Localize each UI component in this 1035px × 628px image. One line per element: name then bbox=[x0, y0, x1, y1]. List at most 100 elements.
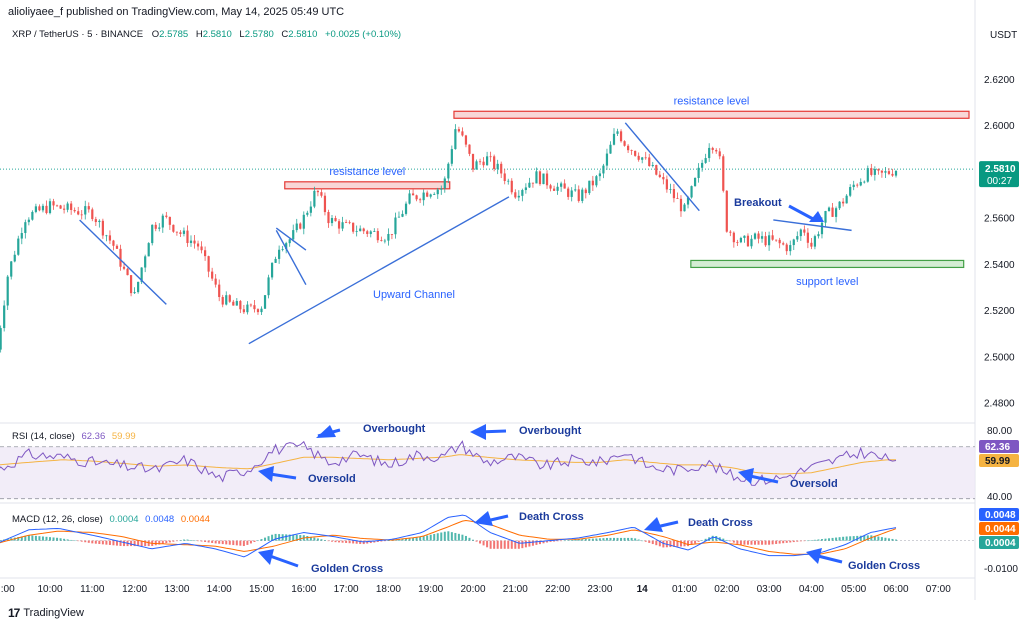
macd-hist-bar bbox=[242, 540, 245, 547]
macd-hist-bar bbox=[806, 540, 809, 542]
publisher-header: alioliyaee_f published on TradingView.co… bbox=[8, 6, 345, 18]
macd-hist-bar bbox=[320, 539, 323, 541]
macd-hist-bar bbox=[256, 540, 259, 542]
symbol-name: XRP / TetherUS · 5 · BINANCE bbox=[12, 29, 143, 40]
rsi-tick-80: 80.00 bbox=[987, 426, 1012, 437]
candle-body bbox=[517, 195, 520, 198]
candle-body bbox=[147, 243, 150, 257]
candle-body bbox=[27, 219, 30, 223]
candle-body bbox=[101, 220, 104, 236]
candle-body bbox=[204, 250, 207, 257]
candle-body bbox=[852, 184, 855, 188]
currency-label[interactable]: USDT bbox=[990, 30, 1017, 41]
time-tick: :00 bbox=[1, 584, 15, 595]
candle-body bbox=[693, 177, 697, 187]
macd-hist-bar bbox=[440, 532, 443, 541]
candle-body bbox=[524, 187, 527, 191]
golden-cross-arrow-1 bbox=[269, 554, 299, 568]
candle-body bbox=[750, 238, 753, 247]
candle-body bbox=[63, 208, 66, 210]
candle-body bbox=[827, 207, 831, 212]
macd-hist-bar bbox=[489, 540, 492, 549]
trend-line bbox=[79, 219, 167, 305]
rsi-band bbox=[0, 446, 975, 499]
candle-body bbox=[708, 147, 711, 159]
macd-hist-bar bbox=[264, 537, 267, 541]
macd-hist-bar bbox=[697, 540, 700, 542]
macd-hist-bar bbox=[648, 540, 651, 543]
time-axis: :00 10:00 11:00 12:00 13:00 14:00 15:00 16:00 17… bbox=[1, 584, 952, 595]
candle-body bbox=[161, 215, 164, 228]
macd-hist-bar bbox=[479, 540, 482, 544]
candle-body bbox=[41, 205, 45, 211]
macd-hist-bar bbox=[108, 540, 111, 545]
macd-hist-bar bbox=[542, 540, 545, 544]
candle-body bbox=[154, 224, 157, 229]
candle-body bbox=[292, 230, 295, 240]
macd-hist-bar bbox=[637, 539, 640, 541]
rsi-legend[interactable]: RSI (14, close) 62.36 59.99 bbox=[12, 431, 136, 442]
tradingview-logo[interactable]: 17 TradingView bbox=[8, 606, 84, 620]
macd-hist-bar bbox=[130, 540, 133, 547]
candle-body bbox=[528, 182, 531, 188]
macd-hist-bar bbox=[644, 540, 647, 542]
time-tick: 21:00 bbox=[503, 584, 528, 595]
macd-hist-bar bbox=[422, 536, 425, 541]
macd-legend[interactable]: MACD (12, 26, close) 0.0004 0.0048 0.004… bbox=[12, 514, 210, 525]
candle-body bbox=[175, 231, 178, 233]
candle-body bbox=[323, 195, 327, 213]
symbol-legend[interactable]: XRP / TetherUS · 5 · BINANCE O2.5785 H2.… bbox=[12, 29, 401, 40]
candle-body bbox=[627, 145, 630, 151]
candle-body bbox=[725, 190, 728, 232]
oversold-annotation-2: Oversold bbox=[790, 478, 838, 490]
macd-hist-bar bbox=[711, 535, 714, 541]
candle-body bbox=[196, 243, 200, 247]
price-tick: 2.5000 bbox=[984, 352, 1015, 363]
macd-hist-badge bbox=[979, 536, 1019, 549]
candle-body bbox=[270, 262, 274, 278]
death-cross-arrowhead-1 bbox=[474, 511, 493, 526]
candle-body bbox=[211, 271, 214, 279]
candle-body bbox=[218, 284, 221, 297]
candle-body bbox=[260, 308, 263, 313]
overbought-arrowhead-2 bbox=[470, 424, 486, 440]
candle-body bbox=[482, 161, 485, 166]
candle-body bbox=[560, 183, 563, 187]
candle-body bbox=[422, 192, 425, 201]
macd-hist-bar bbox=[288, 534, 291, 541]
close-label: C bbox=[281, 29, 288, 40]
candle-body bbox=[486, 156, 489, 166]
candle-body bbox=[789, 245, 792, 252]
candle-body bbox=[126, 268, 129, 276]
macd-hist-bar bbox=[560, 540, 563, 542]
candle-body bbox=[426, 192, 429, 197]
candle-body bbox=[715, 149, 718, 152]
candle-body bbox=[129, 275, 133, 294]
macd-hist-bar bbox=[563, 540, 566, 542]
candle-body bbox=[313, 190, 316, 207]
candle-body bbox=[877, 169, 880, 171]
macd-hist-bar bbox=[207, 540, 210, 543]
candle-body bbox=[711, 147, 714, 150]
candle-body bbox=[757, 233, 760, 239]
macd-hist-bar bbox=[704, 538, 707, 541]
candle-body bbox=[464, 135, 468, 145]
macd-hist-bar bbox=[877, 536, 880, 541]
macd-hist-bar bbox=[461, 534, 464, 541]
macd-hist-bar bbox=[538, 540, 541, 545]
candle-body bbox=[686, 197, 690, 205]
candle-body bbox=[345, 222, 348, 224]
macd-hist-bar bbox=[472, 539, 474, 541]
macd-hist-bar bbox=[581, 539, 584, 541]
time-tick: 06:00 bbox=[883, 584, 908, 595]
macd-hist-bar bbox=[20, 536, 23, 541]
macd-hist-bar bbox=[736, 540, 739, 544]
macd-histogram bbox=[0, 531, 897, 549]
golden-cross-annotation-1: Golden Cross bbox=[311, 563, 383, 575]
macd-hist-bar bbox=[715, 535, 718, 541]
candle-body bbox=[739, 237, 742, 243]
macd-hist-bar bbox=[429, 534, 432, 541]
candle-body bbox=[669, 189, 672, 190]
macd-hist-bar bbox=[348, 540, 351, 544]
macd-hist-bar bbox=[313, 537, 316, 541]
